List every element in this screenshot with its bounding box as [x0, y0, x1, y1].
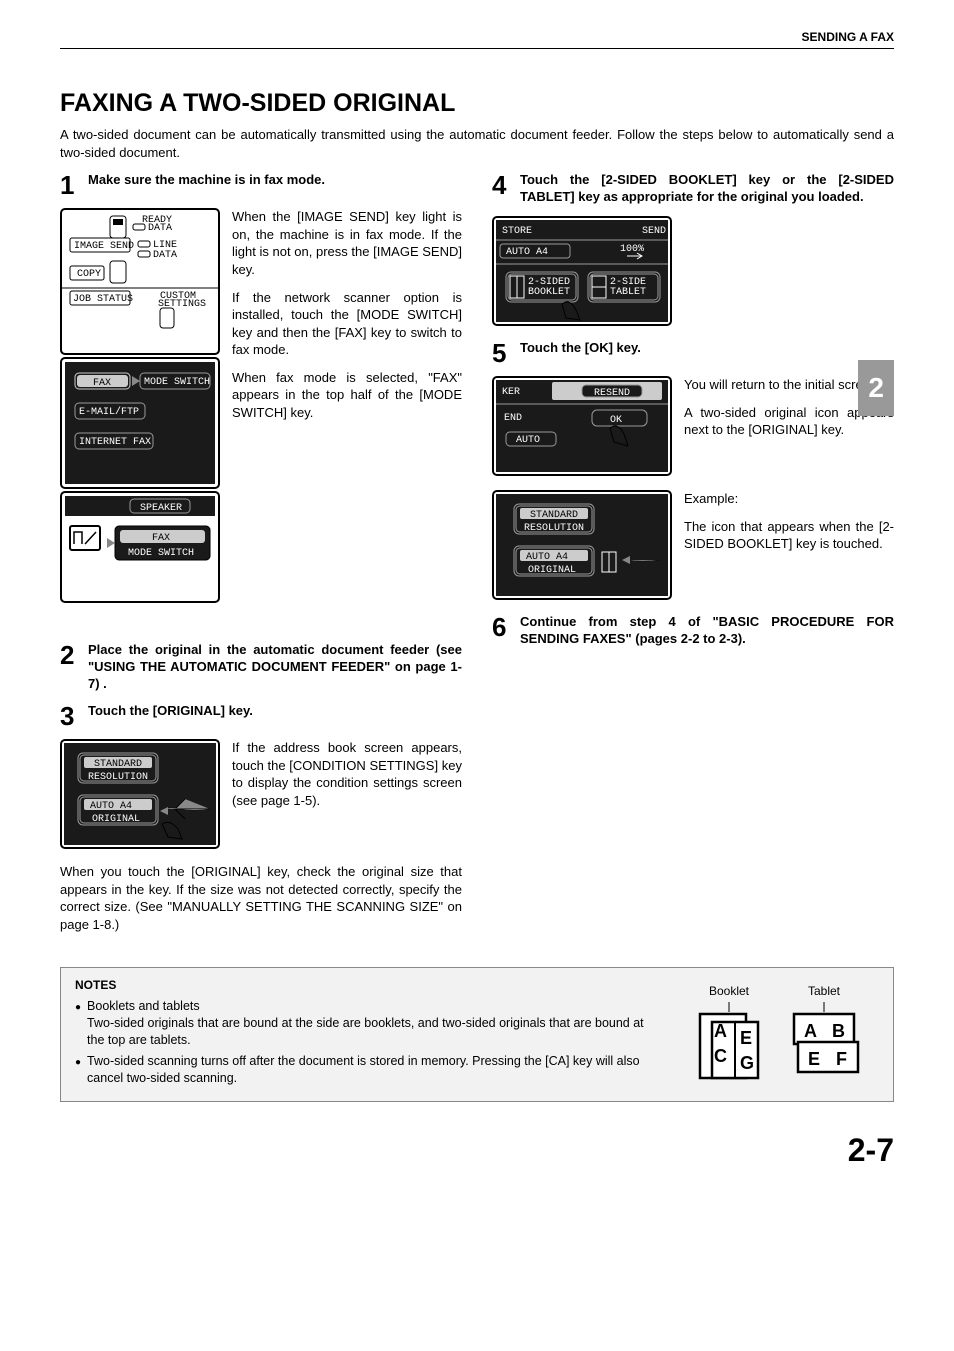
svg-text:COPY: COPY: [77, 269, 101, 280]
svg-text:JOB STATUS: JOB STATUS: [73, 294, 133, 305]
step-2: 2 Place the original in the automatic do…: [60, 642, 462, 693]
svg-text:A: A: [714, 1021, 727, 1041]
svg-text:RESEND: RESEND: [594, 388, 630, 399]
svg-text:AUTO A4: AUTO A4: [90, 801, 132, 812]
tablet-label: Tablet: [784, 984, 864, 998]
svg-text:E-MAIL/FTP: E-MAIL/FTP: [79, 406, 139, 418]
svg-text:RESOLUTION: RESOLUTION: [88, 772, 148, 783]
step-number: 2: [60, 642, 80, 693]
svg-text:DATA: DATA: [148, 223, 172, 234]
example-text: Example: The icon that appears when the …: [684, 490, 894, 600]
two-sided-key-figure: STORE SEND AUTO A4 100% 2-SIDED BOOKLET: [492, 216, 672, 326]
example-icon-figure: STANDARD RESOLUTION AUTO A4 ORIGINAL: [492, 490, 672, 600]
step-title: Touch the [ORIGINAL] key.: [88, 703, 462, 729]
svg-text:AUTO A4: AUTO A4: [506, 247, 548, 258]
step-title: Make sure the machine is in fax mode.: [88, 172, 462, 198]
svg-text:STORE: STORE: [502, 226, 532, 237]
svg-text:F: F: [836, 1049, 847, 1069]
step-1-text: When the [IMAGE SEND] key light is on, t…: [232, 208, 462, 628]
step-title: Place the original in the automatic docu…: [88, 642, 462, 693]
svg-text:END: END: [504, 413, 522, 424]
svg-text:ORIGINAL: ORIGINAL: [92, 814, 140, 825]
svg-text:SEND: SEND: [642, 226, 666, 237]
notes-box: NOTES ● Booklets and tablets Two-sided o…: [60, 967, 894, 1101]
step-1: 1 Make sure the machine is in fax mode.: [60, 172, 462, 198]
svg-text:INTERNET FAX: INTERNET FAX: [79, 437, 151, 448]
svg-text:TABLET: TABLET: [610, 287, 646, 298]
svg-text:MODE SWITCH: MODE SWITCH: [144, 377, 210, 388]
notes-title: NOTES: [75, 978, 659, 992]
svg-text:OK: OK: [610, 415, 622, 426]
svg-text:STANDARD: STANDARD: [530, 510, 578, 521]
step-3-text: If the address book screen appears, touc…: [232, 739, 462, 849]
step-title: Continue from step 4 of "BASIC PROCEDURE…: [520, 614, 894, 648]
svg-text:KER: KER: [502, 387, 520, 398]
note-item: ● Two-sided scanning turns off after the…: [75, 1053, 659, 1087]
booklet-label: Booklet: [694, 984, 764, 998]
step-title: Touch the [2-SIDED BOOKLET] key or the […: [520, 172, 894, 206]
step-5: 5 Touch the [OK] key.: [492, 340, 894, 366]
svg-text:ORIGINAL: ORIGINAL: [528, 565, 576, 576]
step-number: 4: [492, 172, 512, 206]
step-number: 6: [492, 614, 512, 648]
page-title: FAXING A TWO-SIDED ORIGINAL: [60, 89, 894, 118]
chapter-tab: 2: [858, 360, 894, 416]
ok-key-figure: KER RESEND END OK AUTO: [492, 376, 672, 476]
step-number: 3: [60, 703, 80, 729]
svg-text:BOOKLET: BOOKLET: [528, 287, 570, 298]
svg-text:E: E: [808, 1049, 820, 1069]
svg-text:AUTO A4: AUTO A4: [526, 552, 568, 563]
bullet-icon: ●: [75, 1053, 81, 1087]
original-key-figure: STANDARD RESOLUTION AUTO A4 ORIGINAL: [60, 739, 220, 849]
svg-text:RESOLUTION: RESOLUTION: [524, 523, 584, 534]
svg-text:B: B: [832, 1021, 845, 1041]
step-title: Touch the [OK] key.: [520, 340, 894, 366]
bullet-icon: ●: [75, 998, 81, 1049]
section-header: SENDING A FAX: [60, 30, 894, 49]
svg-text:STANDARD: STANDARD: [94, 759, 142, 770]
svg-text:DATA: DATA: [153, 250, 177, 261]
booklet-tablet-diagram: Booklet A E C G Tablet A B E F: [679, 978, 879, 1090]
step-number: 1: [60, 172, 80, 198]
step-3-after: When you touch the [ORIGINAL] key, check…: [60, 863, 462, 933]
svg-text:SPEAKER: SPEAKER: [140, 503, 182, 514]
step-3: 3 Touch the [ORIGINAL] key.: [60, 703, 462, 729]
step-6: 6 Continue from step 4 of "BASIC PROCEDU…: [492, 614, 894, 648]
svg-text:A: A: [804, 1021, 817, 1041]
svg-text:FAX: FAX: [152, 533, 170, 544]
svg-text:C: C: [714, 1046, 727, 1066]
page-number: 2-7: [60, 1132, 894, 1169]
svg-text:MODE SWITCH: MODE SWITCH: [128, 548, 194, 559]
control-panel-figure: READY DATA IMAGE SEND LINE DATA COPY: [60, 208, 220, 628]
svg-text:AUTO: AUTO: [516, 435, 540, 446]
svg-text:IMAGE SEND: IMAGE SEND: [74, 241, 134, 252]
svg-text:FAX: FAX: [93, 378, 111, 389]
intro-paragraph: A two-sided document can be automaticall…: [60, 126, 894, 162]
step-4: 4 Touch the [2-SIDED BOOKLET] key or the…: [492, 172, 894, 206]
svg-text:E: E: [740, 1028, 752, 1048]
step-number: 5: [492, 340, 512, 366]
note-item: ● Booklets and tablets Two-sided origina…: [75, 998, 659, 1049]
svg-text:100%: 100%: [620, 244, 644, 255]
svg-text:G: G: [740, 1053, 754, 1073]
